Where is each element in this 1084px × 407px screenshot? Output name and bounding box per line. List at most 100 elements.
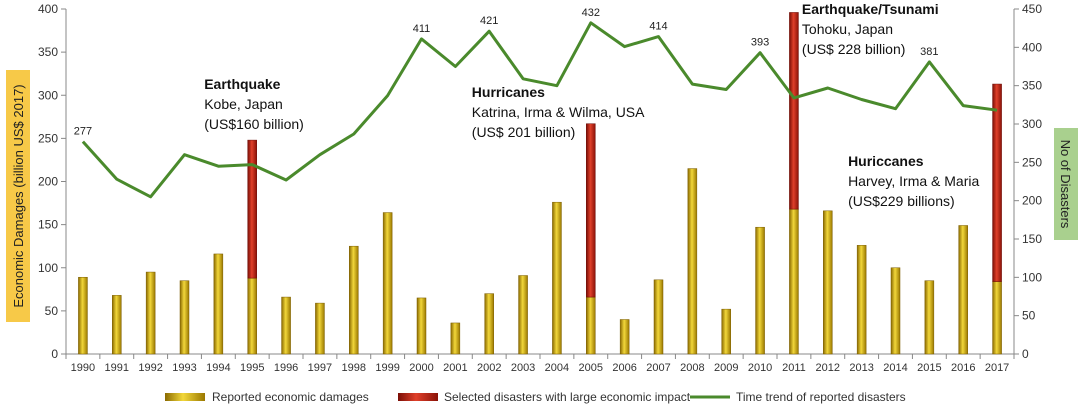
legend-label-damages: Reported economic damages bbox=[212, 390, 369, 404]
y2-tick-label: 200 bbox=[1022, 194, 1042, 208]
bar-reported-damages bbox=[653, 279, 664, 355]
bar-reported-damages bbox=[179, 280, 190, 355]
annotation-title: Earthquake/Tsunami bbox=[802, 1, 939, 17]
y2-tick-label: 0 bbox=[1022, 347, 1029, 361]
trend-point-label: 411 bbox=[413, 23, 431, 35]
annotation-amount: (US$229 billions) bbox=[848, 193, 955, 209]
line-series bbox=[81, 21, 998, 199]
annotation-location: Katrina, Irma & Wilma, USA bbox=[472, 104, 645, 120]
bar-selected-disaster bbox=[247, 139, 257, 279]
x-tick-label: 2014 bbox=[883, 362, 907, 374]
x-tick-label: 1994 bbox=[206, 362, 230, 374]
y-axis-label: Economic Damages (billion US$ 2017) bbox=[11, 84, 26, 307]
annotation-location: Kobe, Japan bbox=[204, 96, 283, 112]
annotation-location: Tohoku, Japan bbox=[802, 21, 893, 37]
x-tick-label: 1992 bbox=[138, 362, 162, 374]
axes: 0 50 100 150 200 250 300 350 400 0 50 100 150 200 250 3… bbox=[38, 2, 1042, 374]
y2-tick-label: 150 bbox=[1022, 232, 1042, 246]
legend-label-trend: Time trend of reported disasters bbox=[736, 390, 906, 404]
x-tick-label: 2013 bbox=[849, 362, 873, 374]
x-tick-label: 1993 bbox=[172, 362, 196, 374]
annotation-amount: (US$ 201 billion) bbox=[472, 124, 576, 140]
bar-reported-damages bbox=[416, 297, 427, 355]
x-tick-label: 2005 bbox=[579, 362, 603, 374]
annotation-title: Earthquake bbox=[204, 76, 280, 92]
legend-swatch-damages bbox=[165, 393, 205, 401]
x-tick-label: 2004 bbox=[545, 362, 569, 374]
bar-series bbox=[78, 12, 1002, 355]
bar-selected-disaster bbox=[789, 12, 799, 210]
bar-reported-damages bbox=[619, 319, 630, 355]
bar-reported-damages bbox=[823, 210, 833, 355]
bar-reported-damages bbox=[687, 168, 698, 355]
bar-reported-damages bbox=[112, 295, 122, 355]
x-tick-label: 2008 bbox=[680, 362, 704, 374]
y-tick-label: 200 bbox=[38, 175, 58, 189]
x-tick-label: 1995 bbox=[240, 362, 264, 374]
annotation-layer: 277 411 421 432 414 393 381 Earthquake Kobe, Jap… bbox=[74, 1, 980, 209]
legend: Reported economic damages Selected disas… bbox=[165, 390, 906, 404]
y-tick-label: 350 bbox=[38, 45, 58, 59]
x-tick-label: 1999 bbox=[375, 362, 399, 374]
bar-reported-damages bbox=[349, 245, 359, 355]
bar-reported-damages bbox=[247, 277, 257, 355]
legend-label-selected: Selected disasters with large economic i… bbox=[444, 390, 691, 404]
annotation-location: Harvey, Irma & Maria bbox=[848, 173, 979, 189]
bar-reported-damages bbox=[450, 322, 461, 355]
bar-selected-disaster bbox=[992, 83, 1002, 282]
x-tick-label: 2015 bbox=[917, 362, 941, 374]
y-tick-label: 100 bbox=[38, 261, 58, 275]
x-tick-label: 2007 bbox=[646, 362, 670, 374]
y-tick-label: 400 bbox=[38, 2, 58, 16]
x-tick-label: 1996 bbox=[274, 362, 298, 374]
annotation-amount: (US$ 228 billion) bbox=[802, 41, 906, 57]
y-tick-label: 300 bbox=[38, 88, 58, 102]
bar-reported-damages bbox=[586, 296, 596, 355]
y2-axis-label-bg bbox=[1054, 128, 1078, 240]
y-tick-label: 150 bbox=[38, 218, 58, 232]
y2-tick-label: 450 bbox=[1022, 2, 1042, 16]
x-tick-label: 1991 bbox=[105, 362, 129, 374]
trend-point-label: 414 bbox=[649, 21, 667, 33]
bar-reported-damages bbox=[484, 293, 494, 355]
trend-point-label: 277 bbox=[74, 126, 92, 138]
bar-reported-damages bbox=[145, 271, 156, 355]
bar-reported-damages bbox=[958, 225, 968, 355]
y2-tick-label: 250 bbox=[1022, 155, 1042, 169]
y2-tick-label: 300 bbox=[1022, 117, 1042, 131]
bar-reported-damages bbox=[281, 296, 291, 355]
x-tick-label: 2016 bbox=[951, 362, 975, 374]
x-tick-label: 2009 bbox=[714, 362, 738, 374]
bar-reported-damages bbox=[856, 245, 867, 355]
x-tick-label: 2003 bbox=[511, 362, 535, 374]
bar-reported-damages bbox=[924, 280, 935, 355]
bar-reported-damages bbox=[890, 267, 901, 355]
x-tick-label: 2002 bbox=[477, 362, 501, 374]
bar-reported-damages bbox=[315, 302, 325, 355]
legend-swatch-selected bbox=[398, 393, 438, 401]
annotation-title: Huriccanes bbox=[848, 153, 924, 169]
bar-reported-damages bbox=[755, 226, 765, 355]
x-tick-label: 2010 bbox=[748, 362, 772, 374]
x-tick-label: 2011 bbox=[782, 362, 806, 374]
x-tick-label: 1990 bbox=[71, 362, 95, 374]
trend-line bbox=[81, 21, 998, 199]
bar-selected-disaster bbox=[586, 123, 596, 298]
trend-point-label: 421 bbox=[480, 15, 498, 27]
x-tick-label: 2006 bbox=[612, 362, 636, 374]
bar-reported-damages bbox=[78, 276, 88, 355]
bar-reported-damages bbox=[992, 281, 1002, 355]
y2-tick-label: 400 bbox=[1022, 40, 1042, 54]
x-tick-label: 1998 bbox=[342, 362, 366, 374]
trend-point-label: 381 bbox=[920, 46, 938, 58]
y-tick-label: 250 bbox=[38, 131, 58, 145]
annotation-amount: (US$160 billion) bbox=[204, 116, 304, 132]
x-tick-label: 1997 bbox=[308, 362, 332, 374]
bar-reported-damages bbox=[382, 212, 393, 355]
x-tick-label: 2000 bbox=[409, 362, 433, 374]
y2-axis-label: No of Disasters bbox=[1058, 140, 1073, 229]
y-axis-label-bg bbox=[6, 70, 30, 322]
bar-reported-damages bbox=[213, 253, 224, 355]
y-tick-label: 50 bbox=[45, 304, 59, 318]
